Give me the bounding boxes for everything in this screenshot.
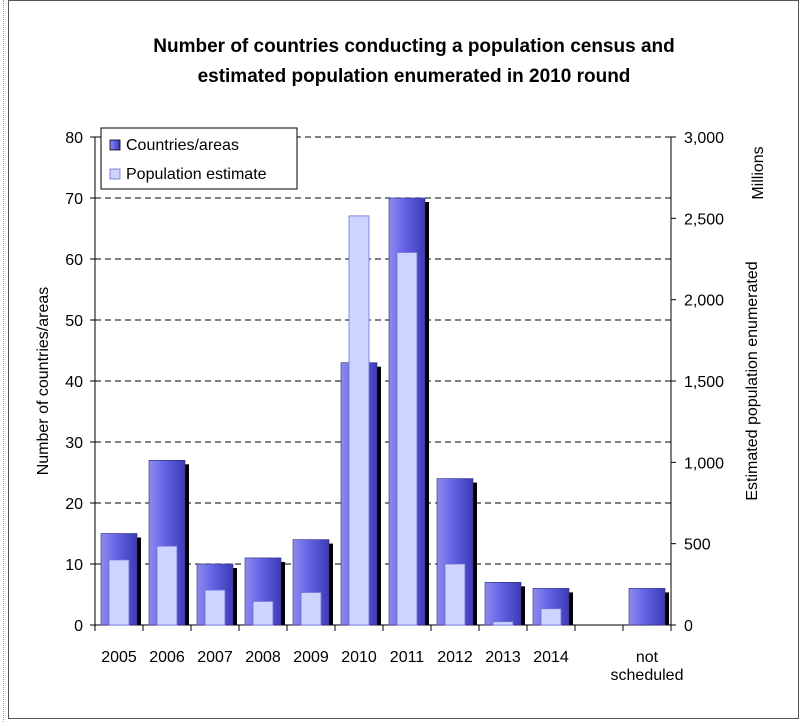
right-tick-label: 2,000 (684, 293, 724, 310)
bars (100, 197, 669, 626)
bar-population (492, 621, 514, 626)
bar-population (204, 589, 226, 626)
x-tick-label: scheduled (611, 667, 684, 684)
bar-population (348, 215, 370, 626)
x-tick-label: 2009 (293, 649, 329, 666)
x-tick-label: 2006 (149, 649, 185, 666)
legend-swatch-population (109, 168, 121, 180)
left-tick-label: 60 (65, 252, 83, 269)
bar-population (108, 559, 130, 626)
right-axis-title: Estimated population enumerated (744, 261, 761, 500)
left-tick-label: 70 (65, 191, 83, 208)
bar-population (444, 563, 466, 626)
left-axis-title: Number of countries/areas (35, 287, 52, 476)
right-tick-label: 2,500 (684, 211, 724, 228)
left-axis-ticks: 0 10 20 30 40 50 60 70 80 (65, 130, 95, 635)
x-tick-label: 2005 (101, 649, 137, 666)
x-tick-label: 2013 (485, 649, 521, 666)
left-tick-label: 10 (65, 557, 83, 574)
left-tick-label: 50 (65, 313, 83, 330)
legend-box (100, 127, 298, 190)
bar-countries (628, 588, 666, 626)
x-tick-label: 2012 (437, 649, 473, 666)
right-tick-label: 1,500 (684, 374, 724, 391)
left-tick-label: 0 (74, 618, 83, 635)
right-tick-label: 3,000 (684, 130, 724, 147)
legend-label-population: Population estimate (126, 166, 267, 183)
right-axis-ticks: 0 500 1,000 1,500 2,000 2,500 3,000 (671, 130, 724, 635)
gridlines (95, 136, 671, 565)
right-tick-label: 0 (684, 618, 693, 635)
left-page-rule (0, 0, 4, 722)
right-tick-label: 500 (684, 537, 711, 554)
x-tick-label: not (636, 649, 659, 666)
legend-label-countries: Countries/areas (126, 137, 239, 154)
bar-countries (484, 581, 522, 626)
bar-population (540, 608, 562, 626)
x-tick-label: 2011 (390, 649, 425, 666)
bar-population (156, 545, 178, 626)
x-axis-ticks: 2005 2006 2007 2008 2009 2010 2011 2012 2013 2014… (94, 625, 684, 684)
x-tick-label: 2010 (341, 649, 377, 666)
left-tick-label: 80 (65, 130, 83, 147)
chart-title-line-1: Number of countries conducting a populat… (153, 36, 674, 57)
x-tick-label: 2014 (533, 649, 569, 666)
left-tick-label: 40 (65, 374, 83, 391)
x-tick-label: 2008 (245, 649, 281, 666)
left-tick-label: 30 (65, 435, 83, 452)
legend: Countries/areas Population estimate (100, 127, 298, 190)
bar-population (396, 252, 418, 626)
x-tick-label: 2007 (197, 649, 233, 666)
legend-swatch-countries (109, 139, 121, 151)
left-tick-label: 20 (65, 496, 83, 513)
right-axis-unit: Millions (750, 146, 767, 199)
right-tick-label: 1,000 (684, 455, 724, 472)
chart-title-line-2: estimated population enumerated in 2010 … (198, 66, 631, 87)
bar-population (252, 601, 274, 626)
bar-population (300, 592, 322, 626)
